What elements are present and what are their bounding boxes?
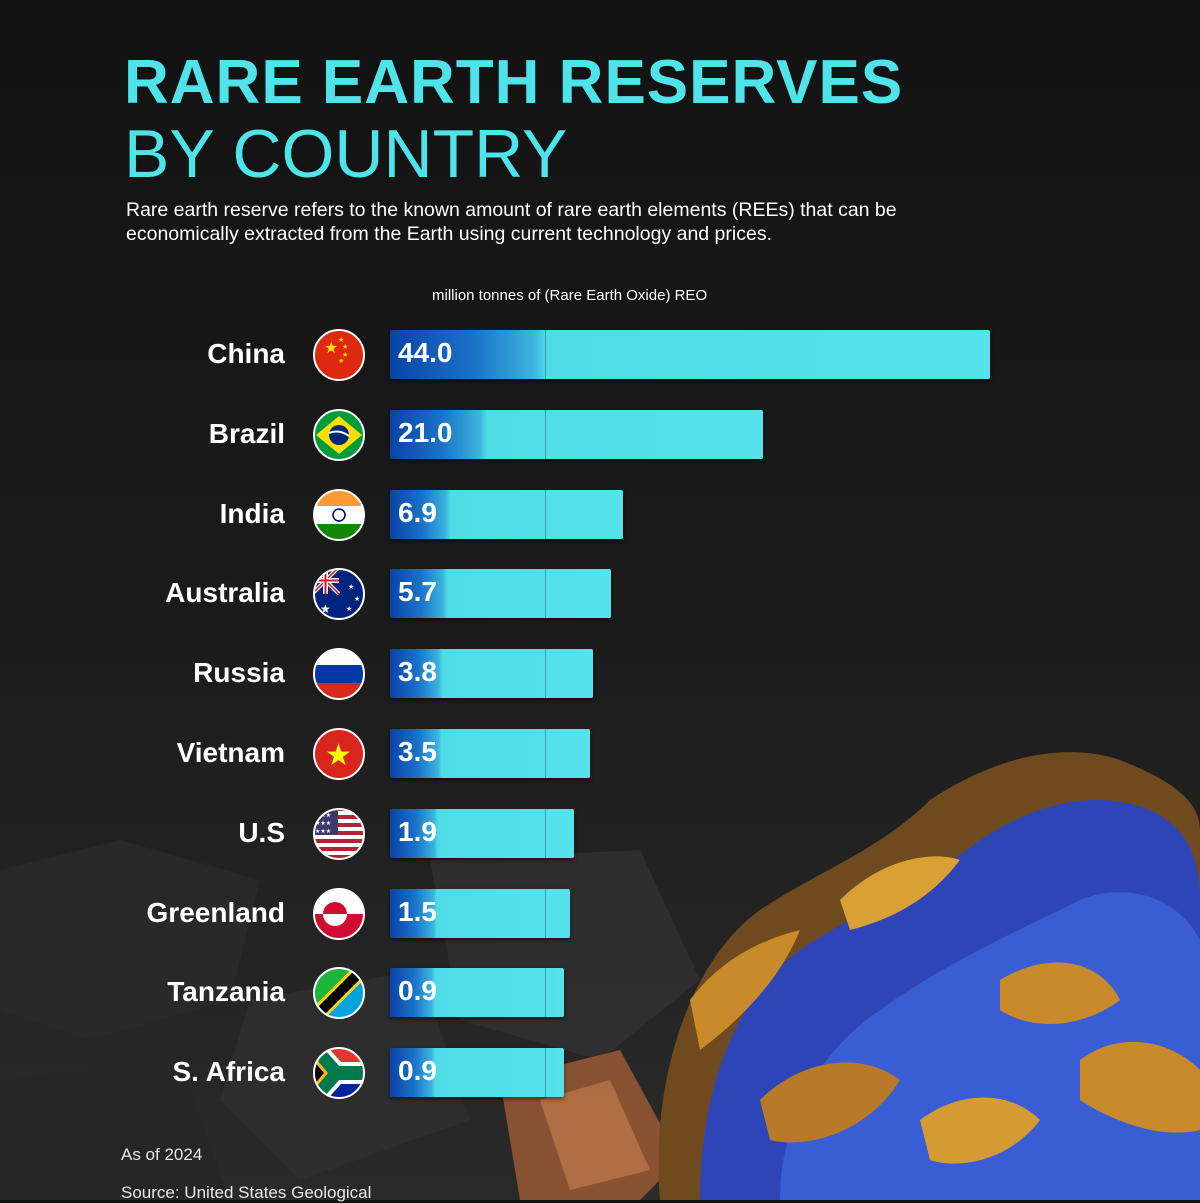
greenland-flag-icon <box>312 887 366 941</box>
category-label: Brazil <box>208 417 285 449</box>
svg-text:★: ★ <box>354 595 360 603</box>
svg-text:★: ★ <box>342 343 348 351</box>
bar: 0.9 <box>390 968 564 1018</box>
bar: 3.8 <box>390 649 593 699</box>
category-label: Greenland <box>146 896 285 928</box>
bar: 5.7 <box>390 569 612 619</box>
data-label: 0.9 <box>398 975 437 1007</box>
chart-title: RARE EARTH RESERVES <box>124 48 904 117</box>
svg-text:★: ★ <box>346 605 352 613</box>
bar: 21.0 <box>390 409 763 459</box>
data-label: 1.9 <box>398 815 437 847</box>
category-label: China <box>207 338 285 369</box>
description-text: Rare earth reserve refers to the known a… <box>126 199 897 245</box>
tanzania-flag-icon <box>312 966 366 1020</box>
as-of-note: As of 2024 <box>121 1145 203 1164</box>
svg-text:★: ★ <box>348 583 354 591</box>
category-label: Australia <box>165 577 285 609</box>
vietnam-flag-icon: ★ <box>312 727 366 781</box>
bar: 1.9 <box>390 808 574 858</box>
data-label: 6.9 <box>398 496 437 528</box>
data-label: 44.0 <box>398 337 453 368</box>
category-label: Russia <box>193 657 285 689</box>
south-africa-flag-icon <box>312 1046 366 1100</box>
svg-text:★: ★ <box>338 336 344 344</box>
usa-flag-icon: ★★★ ★★★ ★★★ <box>312 807 366 861</box>
bar: 6.9 <box>390 489 624 539</box>
svg-text:★: ★ <box>325 739 352 772</box>
svg-text:★: ★ <box>342 351 348 359</box>
india-flag-icon <box>312 488 366 542</box>
data-label: 21.0 <box>398 416 453 448</box>
category-label: Tanzania <box>167 976 285 1008</box>
category-label: Vietnam <box>176 737 285 768</box>
category-label: U.S <box>238 816 285 848</box>
bar: 0.9 <box>390 1048 564 1098</box>
source-note: Source: United States Geological <box>121 1183 372 1202</box>
data-label: 5.7 <box>398 576 437 608</box>
category-label: India <box>219 497 285 529</box>
unit-label: million tonnes of (Rare Earth Oxide) REO <box>432 287 708 304</box>
svg-text:★★★: ★★★ <box>315 820 331 827</box>
brazil-flag-icon <box>312 408 366 462</box>
category-label: S. Africa <box>172 1056 285 1088</box>
china-flag-icon: ★ ★ ★ ★ ★ <box>312 328 366 382</box>
data-label: 0.9 <box>398 1055 437 1087</box>
bar: 44.0 <box>390 330 990 379</box>
svg-text:★: ★ <box>320 602 331 616</box>
australia-flag-icon: ★ ★ ★ ★ <box>312 567 366 621</box>
chart-subtitle: BY COUNTRY <box>124 116 568 192</box>
bar: 1.5 <box>390 888 570 938</box>
data-label: 3.8 <box>398 656 437 688</box>
svg-text:★★★: ★★★ <box>315 828 331 835</box>
data-label: 1.5 <box>398 895 437 927</box>
svg-text:★: ★ <box>324 340 338 357</box>
russia-flag-icon <box>312 647 366 701</box>
svg-text:★: ★ <box>338 357 344 365</box>
data-label: 3.5 <box>398 736 437 767</box>
bar: 3.5 <box>390 729 590 778</box>
